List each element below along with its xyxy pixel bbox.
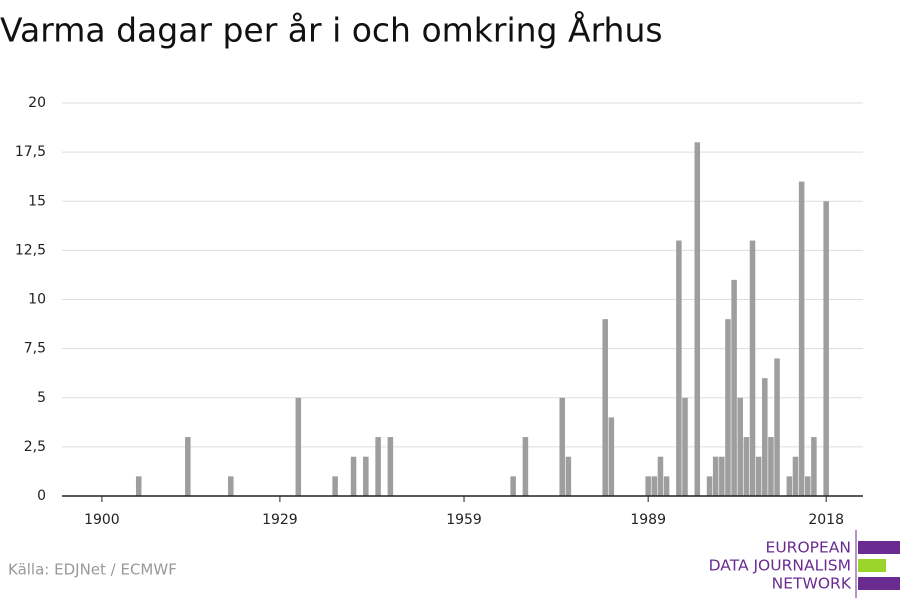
bar [774, 358, 780, 496]
logo-text: EUROPEAN [766, 539, 851, 557]
x-tick-label: 1900 [84, 512, 120, 528]
logo-bar [858, 559, 886, 572]
bar [682, 397, 688, 496]
bar [602, 319, 608, 496]
bar [804, 476, 811, 496]
bar [522, 437, 529, 496]
bar [135, 476, 142, 496]
bar [676, 240, 682, 496]
bar [706, 476, 713, 496]
y-tick-label: 20 [28, 95, 46, 111]
bar [798, 181, 805, 496]
bar [823, 201, 829, 496]
bar [295, 397, 302, 496]
bar [565, 456, 572, 496]
bar [608, 417, 615, 496]
bar [786, 476, 793, 496]
source: Källa: EDJNet / ECMWF [8, 561, 177, 579]
bar [663, 476, 670, 496]
bar [363, 456, 369, 496]
bar [694, 142, 701, 497]
bar [725, 319, 731, 496]
x-tick-label: 1929 [262, 512, 298, 528]
bar [749, 240, 756, 496]
logo-text: NETWORK [772, 575, 852, 593]
bar [792, 456, 799, 496]
bar [350, 456, 357, 496]
bar [768, 437, 774, 496]
bar [719, 456, 725, 496]
bar [762, 378, 768, 496]
logo-text: DATA JOURNALISM [709, 557, 851, 575]
y-tick-label: 15 [28, 193, 46, 209]
y-tick-label: 12,5 [15, 242, 46, 258]
y-tick-label: 2,5 [24, 439, 46, 455]
bar [737, 397, 744, 496]
bar [228, 476, 234, 496]
bar [651, 476, 658, 496]
bar [559, 397, 566, 496]
bar [375, 437, 381, 496]
bar [657, 456, 664, 496]
bar [645, 476, 651, 496]
x-tick-label: 1959 [446, 512, 482, 528]
bar [755, 456, 762, 496]
x-tick-label: 1989 [630, 512, 666, 528]
bar [510, 476, 516, 496]
bar [387, 437, 394, 496]
bar [185, 437, 191, 496]
y-tick-label: 0 [37, 488, 46, 504]
y-tick-label: 5 [37, 390, 46, 406]
bar [743, 437, 750, 496]
x-tick-label: 2018 [808, 512, 844, 528]
logo-bar [858, 541, 900, 554]
bar [712, 456, 719, 496]
bar [731, 279, 737, 496]
chart-title: Varma dagar per år i och omkring Århus [0, 10, 663, 50]
y-tick-label: 7,5 [24, 341, 46, 357]
logo-bar [858, 577, 900, 590]
bar [811, 437, 817, 496]
y-tick-label: 10 [28, 292, 46, 308]
bar [332, 476, 338, 496]
y-tick-label: 17,5 [15, 144, 46, 160]
